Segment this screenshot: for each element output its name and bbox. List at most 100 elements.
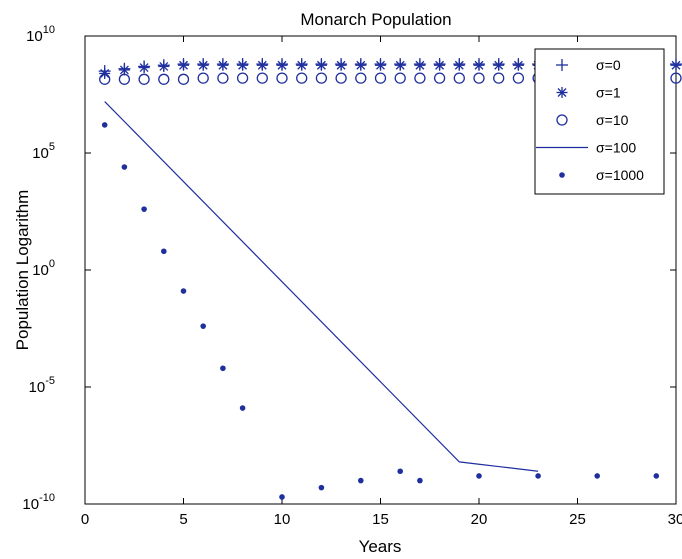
- y-tick-base: 10: [29, 379, 46, 396]
- data-point: [512, 59, 524, 71]
- x-tick-label: 10: [274, 511, 291, 528]
- data-point: [118, 64, 130, 76]
- data-point: [315, 59, 327, 71]
- y-tick-base: 10: [22, 496, 39, 513]
- series-line: [104, 101, 539, 472]
- legend-label: σ=1000: [596, 167, 644, 183]
- legend-label: σ=100: [596, 140, 636, 156]
- data-point: [394, 59, 406, 71]
- data-point: [200, 323, 206, 329]
- y-tick-exponent: -10: [39, 492, 55, 504]
- data-point: [138, 62, 150, 74]
- data-point: [279, 494, 285, 500]
- data-point: [473, 59, 485, 71]
- data-point: [318, 484, 325, 491]
- data-point: [355, 72, 367, 84]
- data-point: [197, 59, 209, 71]
- legend-swatch: [556, 114, 568, 126]
- data-point: [493, 72, 505, 84]
- y-tick-exponent: 5: [49, 141, 55, 153]
- data-point: [335, 72, 347, 84]
- data-point: [99, 73, 111, 85]
- data-point: [99, 67, 111, 79]
- y-tick-label: 105: [32, 141, 55, 162]
- data-point: [236, 72, 249, 84]
- legend: σ=0 σ=1 σ=10 σ=100 σ=1000: [534, 48, 665, 195]
- data-point: [239, 405, 246, 411]
- data-point: [256, 72, 268, 84]
- data-point: [296, 72, 308, 84]
- data-point: [177, 73, 190, 85]
- data-point: [473, 72, 485, 84]
- x-axis-title: Years: [359, 537, 402, 556]
- data-point: [394, 72, 406, 84]
- data-point: [180, 288, 187, 294]
- data-point: [315, 72, 328, 84]
- chart-title: Monarch Population: [300, 10, 451, 29]
- data-point: [375, 59, 386, 71]
- data-point: [256, 59, 268, 71]
- legend-swatch: [556, 59, 568, 71]
- legend-box: [534, 48, 665, 195]
- data-point: [178, 59, 189, 71]
- data-point: [594, 473, 600, 479]
- data-point: [414, 72, 426, 84]
- data-point: [453, 72, 465, 84]
- x-tick-label: 20: [471, 511, 488, 528]
- data-point: [535, 473, 541, 479]
- x-tick-label: 5: [179, 511, 187, 528]
- y-tick-base: 10: [32, 145, 49, 162]
- y-tick-label: 10-5: [29, 375, 55, 396]
- data-point: [220, 365, 226, 372]
- data-point: [217, 59, 229, 71]
- data-point: [493, 59, 505, 71]
- legend-label: σ=10: [596, 112, 629, 128]
- x-tick-label: 30: [668, 511, 682, 528]
- data-point: [158, 73, 170, 85]
- y-tick-label: 1010: [26, 24, 55, 45]
- data-point: [161, 248, 167, 255]
- data-point: [197, 72, 209, 84]
- legend-label: σ=1: [596, 85, 621, 101]
- data-point: [433, 72, 446, 84]
- y-tick-base: 10: [26, 28, 43, 45]
- data-point: [237, 59, 249, 71]
- data-point: [138, 73, 150, 85]
- data-point: [296, 59, 308, 71]
- data-point: [476, 473, 482, 479]
- data-point: [118, 73, 131, 85]
- data-point: [358, 477, 364, 484]
- y-tick-exponent: -5: [45, 375, 55, 387]
- legend-swatch: [559, 172, 565, 178]
- legend-swatch: [556, 87, 568, 98]
- legend-label: σ=0: [596, 57, 621, 73]
- data-point: [335, 59, 347, 71]
- y-axis-title: Population Logarithm: [13, 190, 32, 351]
- data-point: [453, 59, 465, 71]
- data-point: [355, 59, 367, 71]
- data-point: [374, 72, 387, 84]
- y-tick-exponent: 0: [49, 258, 55, 270]
- data-point: [670, 59, 682, 71]
- data-point: [512, 72, 525, 84]
- data-point: [670, 72, 682, 84]
- series: [104, 101, 539, 472]
- y-tick-exponent: 10: [43, 24, 55, 36]
- data-point: [434, 59, 446, 71]
- data-point: [141, 206, 147, 212]
- x-tick-label: 0: [81, 511, 89, 528]
- y-tick-label: 10-10: [22, 492, 55, 513]
- data-point: [397, 468, 404, 475]
- x-axis-ticks: 0 5 10 15 20 25 30: [81, 36, 682, 528]
- y-tick-base: 10: [32, 262, 49, 279]
- x-tick-label: 15: [372, 511, 389, 528]
- data-point: [121, 164, 128, 170]
- data-point: [417, 477, 423, 484]
- data-point: [414, 59, 426, 71]
- x-tick-label: 25: [569, 511, 586, 528]
- data-point: [276, 59, 288, 71]
- data-point: [101, 122, 108, 128]
- data-point: [276, 72, 288, 84]
